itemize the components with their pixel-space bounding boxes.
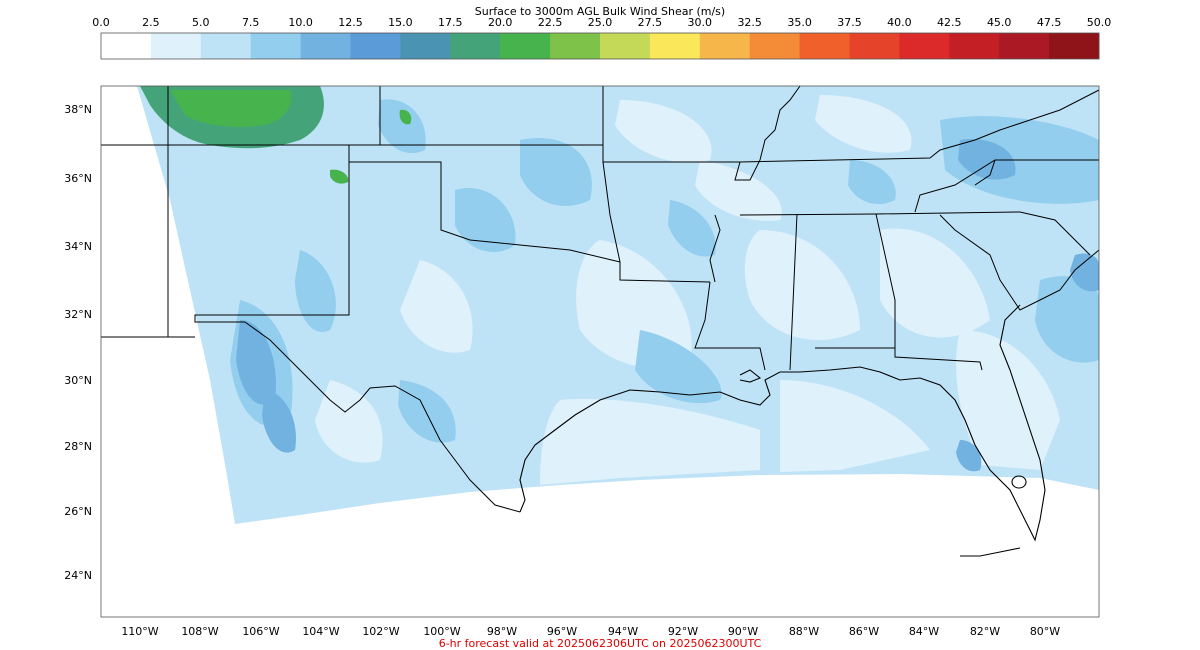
lat-label: 36°N [64, 172, 92, 185]
colorbar-tick-label: 5.0 [192, 16, 210, 29]
lon-label: 98°W [487, 625, 517, 638]
colorbar-tick-label: 7.5 [242, 16, 260, 29]
colorbar-tick-labels: 0.0 2.5 5.0 7.5 10.0 12.5 15.0 17.5 20.0 22.5 25.0… [92, 16, 1111, 29]
lon-label: 106°W [242, 625, 279, 638]
colorbar-title: Surface to 3000m AGL Bulk Wind Shear (m/… [475, 5, 725, 18]
colorbar-tick-label: 15.0 [388, 16, 413, 29]
coastlines [519, 304, 1046, 557]
lon-label: 104°W [302, 625, 339, 638]
colorbar-swatch [550, 33, 601, 59]
colorbar-tick-label: 47.5 [1037, 16, 1062, 29]
forecast-valid-caption: 6-hr forecast valid at 2025062306UTC on … [439, 637, 762, 650]
colorbar-swatch [949, 33, 1000, 59]
lon-label: 108°W [181, 625, 218, 638]
lat-label: 34°N [64, 240, 92, 253]
colorbar-swatch [999, 33, 1050, 59]
colorbar-swatch [200, 33, 252, 59]
lon-label: 84°W [909, 625, 939, 638]
colorbar-tick-label: 45.0 [987, 16, 1012, 29]
lon-label: 96°W [547, 625, 577, 638]
colorbar-swatch [600, 33, 651, 59]
lon-label: 110°W [121, 625, 158, 638]
lon-label: 86°W [849, 625, 879, 638]
colorbar [101, 33, 1100, 59]
colorbar-tick-label: 27.5 [638, 16, 663, 29]
lat-label: 38°N [64, 103, 92, 116]
longitude-labels: 110°W 108°W 106°W 104°W 102°W 100°W 98°W… [121, 625, 1060, 638]
colorbar-tick-label: 10.0 [288, 16, 313, 29]
colorbar-tick-label: 0.0 [92, 16, 110, 29]
colorbar-swatch [899, 33, 950, 59]
shear-green-patches [140, 86, 412, 184]
colorbar-swatch [649, 33, 701, 59]
state-borders [101, 85, 1100, 513]
colorbar-tick-label: 50.0 [1087, 16, 1112, 29]
colorbar-swatch [150, 33, 202, 59]
lat-label: 30°N [64, 374, 92, 387]
lon-label: 88°W [789, 625, 819, 638]
colorbar-tick-label: 22.5 [538, 16, 563, 29]
lon-label: 94°W [608, 625, 638, 638]
colorbar-tick-label: 37.5 [837, 16, 862, 29]
lon-label: 82°W [970, 625, 1000, 638]
shear-dark-patches [236, 139, 1099, 472]
colorbar-swatch [849, 33, 900, 59]
lon-label: 102°W [362, 625, 399, 638]
colorbar-tick-label: 12.5 [338, 16, 363, 29]
colorbar-tick-label: 2.5 [142, 16, 160, 29]
map-frame [100, 85, 1100, 618]
lon-label: 92°W [668, 625, 698, 638]
colorbar-tick-label: 25.0 [588, 16, 613, 29]
colorbar-swatch [749, 33, 801, 59]
lon-label: 90°W [728, 625, 758, 638]
colorbar-tick-label: 40.0 [887, 16, 912, 29]
lon-label: 100°W [423, 625, 460, 638]
colorbar-frame [100, 32, 1100, 60]
colorbar-tick-label: 32.5 [737, 16, 762, 29]
colorbar-swatch [300, 33, 351, 59]
colorbar-tick-label: 30.0 [688, 16, 713, 29]
colorbar-tick-label: 20.0 [488, 16, 513, 29]
colorbar-swatch [699, 33, 751, 59]
lat-label: 26°N [64, 505, 92, 518]
shear-light-patches [315, 95, 1060, 485]
map-panel: 38°N 36°N 34°N 32°N 30°N 28°N 26°N 24°N … [64, 85, 1100, 638]
colorbar-tick-label: 35.0 [787, 16, 812, 29]
lat-label: 24°N [64, 569, 92, 582]
colorbar-tick-label: 17.5 [438, 16, 463, 29]
lat-label: 32°N [64, 308, 92, 321]
colorbar-swatch [450, 33, 501, 59]
colorbar-swatch [799, 33, 850, 59]
lat-label: 28°N [64, 440, 92, 453]
lon-label: 80°W [1030, 625, 1060, 638]
colorbar-swatch [350, 33, 401, 59]
latitude-labels: 38°N 36°N 34°N 32°N 30°N 28°N 26°N 24°N [64, 103, 92, 582]
colorbar-swatch [400, 33, 451, 59]
colorbar-tick-label: 42.5 [937, 16, 962, 29]
colorbar-swatch [1049, 33, 1100, 59]
colorbar-swatch [250, 33, 302, 59]
colorbar-swatch [101, 33, 152, 59]
colorbar-swatch [500, 33, 551, 59]
